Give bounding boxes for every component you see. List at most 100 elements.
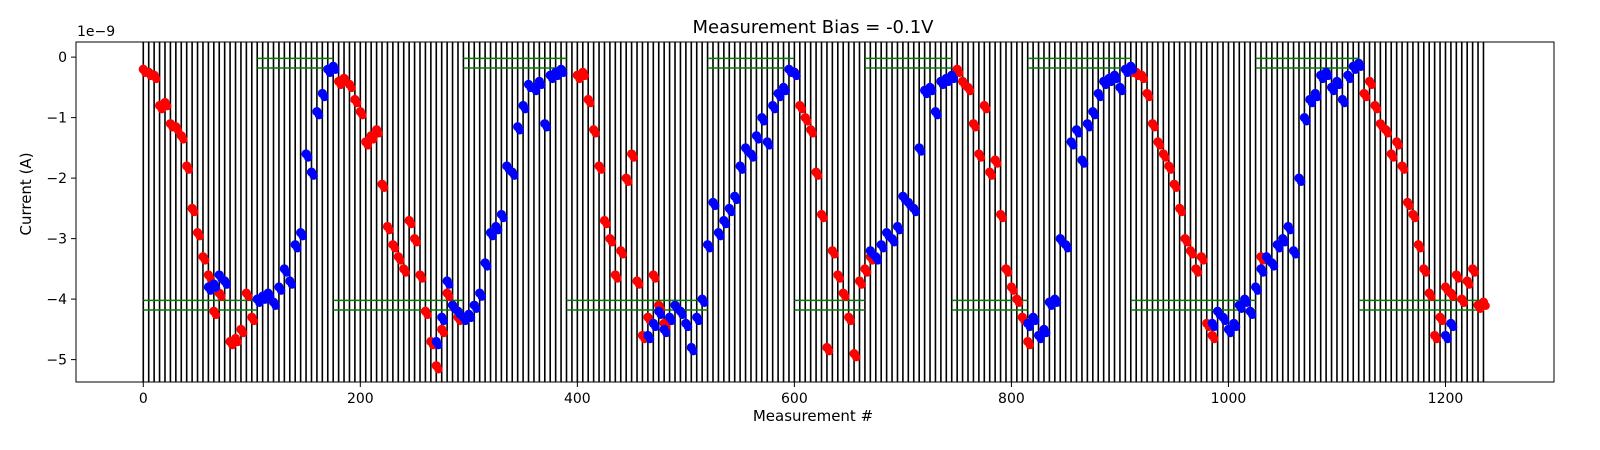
x-axis-title: Measurement # xyxy=(753,407,873,425)
data-point xyxy=(179,135,188,144)
data-point xyxy=(1237,304,1246,313)
data-point xyxy=(385,225,394,235)
data-point xyxy=(732,195,742,205)
data-point xyxy=(1438,316,1447,326)
data-point xyxy=(304,153,313,162)
data-point xyxy=(1014,298,1024,307)
data-point xyxy=(1210,322,1219,332)
data-point xyxy=(1220,316,1230,326)
data-point xyxy=(738,165,747,174)
data-point xyxy=(927,86,937,96)
data-point xyxy=(1362,92,1371,102)
data-point xyxy=(1069,141,1078,150)
data-points-group xyxy=(138,58,1490,374)
data-point xyxy=(1389,153,1398,162)
data-point xyxy=(1296,177,1306,186)
data-point xyxy=(694,316,704,326)
data-point xyxy=(434,365,443,374)
data-point xyxy=(1096,92,1105,102)
data-point xyxy=(499,213,508,223)
data-point xyxy=(152,74,161,84)
data-point xyxy=(314,111,324,120)
data-point xyxy=(651,322,660,332)
data-point xyxy=(1150,123,1159,132)
data-point xyxy=(531,86,541,96)
data-point xyxy=(1009,286,1018,295)
data-point xyxy=(710,201,720,211)
data-point xyxy=(466,313,476,323)
data-point xyxy=(624,177,633,186)
data-point xyxy=(298,231,308,241)
data-point xyxy=(803,117,812,126)
data-point xyxy=(276,286,286,295)
data-point xyxy=(1448,292,1458,301)
data-point xyxy=(1183,238,1192,247)
data-point xyxy=(629,153,638,162)
data-point xyxy=(1465,280,1474,289)
data-point xyxy=(439,328,449,338)
data-point xyxy=(537,80,546,90)
data-point xyxy=(542,123,552,132)
data-point xyxy=(830,250,839,259)
data-point xyxy=(635,280,644,289)
data-point xyxy=(1172,183,1181,193)
y-tick-label: −1 xyxy=(46,111,67,127)
y-axis-title: Current (A) xyxy=(17,152,35,235)
data-point xyxy=(271,301,280,310)
data-point xyxy=(374,129,383,138)
data-point xyxy=(445,280,454,289)
data-point xyxy=(1258,268,1268,277)
data-point xyxy=(483,262,492,271)
data-point xyxy=(396,256,405,265)
data-point xyxy=(770,104,780,114)
data-point xyxy=(862,268,872,277)
data-point xyxy=(244,292,253,301)
data-point xyxy=(417,274,427,283)
data-point xyxy=(814,171,823,180)
data-point xyxy=(1329,86,1338,96)
data-point xyxy=(689,346,698,356)
data-point xyxy=(510,171,519,180)
data-point xyxy=(597,165,606,174)
data-point xyxy=(434,340,443,350)
data-point xyxy=(1025,340,1035,350)
data-point xyxy=(1031,316,1040,326)
data-point xyxy=(949,74,959,84)
y-tick-label: −5 xyxy=(46,353,67,369)
data-point xyxy=(1231,322,1241,332)
data-point xyxy=(162,101,172,111)
data-point xyxy=(586,98,595,108)
data-point xyxy=(613,274,622,283)
data-point xyxy=(591,129,600,138)
data-point xyxy=(1161,153,1170,162)
data-point xyxy=(1340,98,1349,108)
data-point xyxy=(320,92,329,102)
y-tick-label: 0 xyxy=(58,50,67,66)
data-point xyxy=(955,68,964,78)
data-point xyxy=(1324,71,1333,81)
data-point xyxy=(1052,298,1062,307)
data-point xyxy=(407,219,416,229)
data-point xyxy=(1454,274,1463,283)
data-point xyxy=(727,207,736,217)
data-point xyxy=(1470,268,1479,277)
data-point xyxy=(1345,74,1355,84)
data-point xyxy=(331,65,340,75)
data-point xyxy=(488,231,497,241)
data-point xyxy=(1063,244,1073,253)
data-point xyxy=(618,250,628,259)
data-point xyxy=(1410,213,1420,223)
data-point xyxy=(754,135,763,144)
data-point xyxy=(401,268,411,277)
y-tick-label: −2 xyxy=(46,171,67,187)
data-point xyxy=(1210,334,1219,344)
data-point xyxy=(776,92,785,102)
data-point xyxy=(412,238,421,247)
data-point xyxy=(233,337,242,347)
data-point xyxy=(1036,334,1045,344)
data-point xyxy=(748,153,758,162)
data-point xyxy=(309,171,318,180)
data-point xyxy=(559,68,568,78)
data-point xyxy=(1356,62,1366,72)
